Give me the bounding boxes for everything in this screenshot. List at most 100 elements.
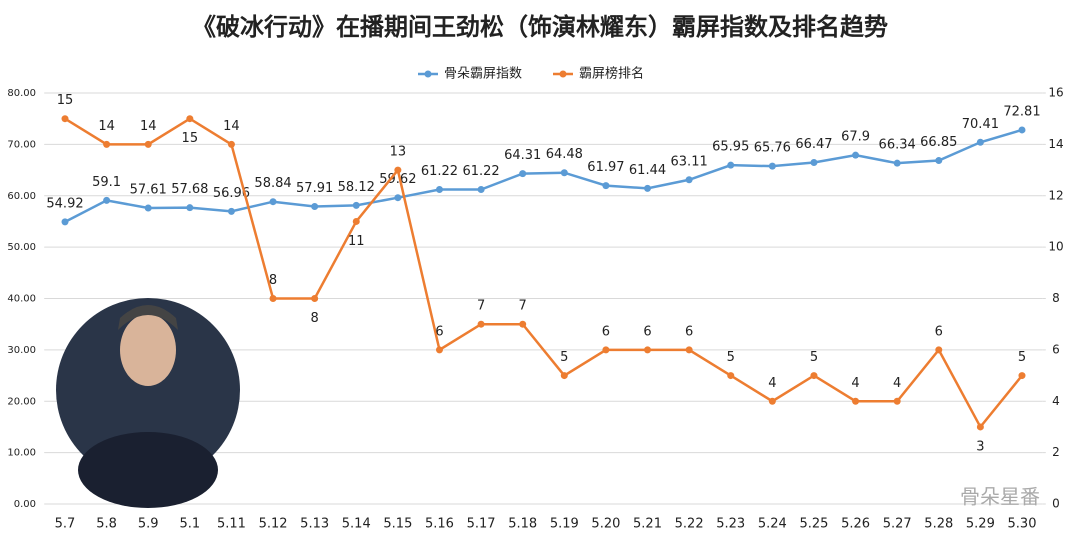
data-label: 61.22 [421, 164, 458, 179]
x-tick-label: 5.11 [217, 517, 246, 532]
data-label: 5 [810, 350, 818, 365]
x-tick-label: 5.25 [799, 517, 828, 532]
point [352, 201, 360, 209]
legend-label: 霸屏榜排名 [579, 66, 644, 82]
point [269, 295, 277, 302]
photo-face [120, 314, 176, 386]
x-tick-label: 5.29 [966, 517, 995, 532]
point [976, 138, 984, 146]
series-line [64, 128, 1023, 223]
y-tick-label: 70.00 [7, 139, 36, 150]
point [435, 346, 443, 354]
data-label: 5 [727, 350, 735, 365]
point [394, 194, 402, 202]
data-label: 63.11 [671, 154, 708, 169]
x-tick-label: 5.14 [342, 517, 371, 532]
data-label: 72.81 [1003, 104, 1040, 119]
data-label: 66.85 [920, 135, 957, 150]
point [144, 140, 152, 148]
point [852, 151, 860, 159]
y-tick-label: 0.00 [14, 499, 36, 510]
point [644, 184, 652, 192]
point [935, 346, 943, 354]
data-label: 13 [390, 145, 407, 160]
point [352, 217, 360, 225]
photo [56, 298, 240, 508]
legend-item: 霸屏榜排名 [553, 66, 644, 82]
point [227, 140, 235, 148]
data-label: 6 [602, 324, 610, 339]
point [311, 202, 319, 210]
x-tick-label: 5.9 [138, 517, 159, 532]
data-label: 65.76 [754, 141, 791, 156]
point [311, 295, 319, 302]
photo-circle [56, 298, 240, 482]
x-tick-label: 5.24 [758, 517, 787, 532]
point [810, 372, 818, 380]
point [727, 161, 735, 169]
legend-marker [559, 70, 567, 78]
data-label: 66.34 [879, 138, 916, 153]
data-label: 8 [269, 273, 277, 288]
data-label: 64.48 [546, 147, 583, 162]
point [61, 218, 69, 226]
y2-tick-label: 14 [1048, 137, 1063, 151]
y2-tick-label: 0 [1052, 497, 1060, 511]
data-label: 11 [348, 234, 365, 249]
x-tick-label: 5.26 [841, 517, 870, 532]
point [1018, 372, 1026, 380]
point [477, 185, 485, 193]
data-label: 54.92 [46, 196, 83, 211]
x-tick-label: 5.23 [716, 517, 745, 532]
data-label: 14 [223, 119, 240, 134]
data-label: 61.22 [462, 164, 499, 179]
data-label: 57.61 [130, 183, 167, 198]
data-label: 6 [685, 324, 693, 339]
y-tick-label: 30.00 [7, 345, 36, 356]
x-tick-label: 5.27 [883, 517, 912, 532]
data-label: 58.84 [254, 176, 291, 191]
x-tick-label: 5.15 [383, 517, 412, 532]
point [768, 397, 776, 405]
data-label: 56.96 [213, 186, 250, 201]
legend-item: 骨朵霸屏指数 [418, 67, 522, 82]
point [976, 423, 984, 431]
point [727, 372, 735, 380]
data-label: 15 [57, 93, 74, 108]
point [186, 115, 194, 123]
data-label: 65.95 [712, 140, 749, 155]
point [685, 346, 693, 354]
data-label: 57.68 [171, 182, 208, 197]
x-tick-label: 5.30 [1008, 517, 1037, 532]
point [1018, 126, 1026, 134]
data-label: 3 [976, 439, 984, 454]
data-label: 7 [477, 299, 485, 314]
data-label: 8 [311, 311, 319, 326]
point [852, 397, 860, 405]
legend-marker [424, 70, 432, 78]
legend-label: 骨朵霸屏指数 [444, 67, 522, 82]
y2-tick-label: 6 [1052, 342, 1060, 356]
y-tick-label: 20.00 [7, 396, 36, 407]
series-line [64, 117, 1023, 430]
point [519, 170, 527, 178]
x-tick-label: 5.28 [924, 517, 953, 532]
point [227, 207, 235, 215]
x-tick-label: 5.7 [55, 517, 76, 532]
data-label: 4 [768, 376, 776, 391]
y-tick-label: 10.00 [7, 448, 36, 459]
y2-tick-label: 8 [1052, 291, 1060, 305]
data-label: 5 [560, 350, 568, 365]
x-tick-label: 5.20 [591, 517, 620, 532]
data-label: 58.12 [338, 180, 375, 195]
y2-tick-label: 2 [1052, 445, 1060, 459]
point [935, 157, 943, 165]
point [394, 166, 402, 174]
point [61, 115, 69, 123]
point [644, 346, 652, 354]
watermark: 骨朵星番 [960, 485, 1040, 509]
point [685, 176, 693, 184]
data-label: 70.41 [962, 117, 999, 132]
point [810, 159, 818, 167]
